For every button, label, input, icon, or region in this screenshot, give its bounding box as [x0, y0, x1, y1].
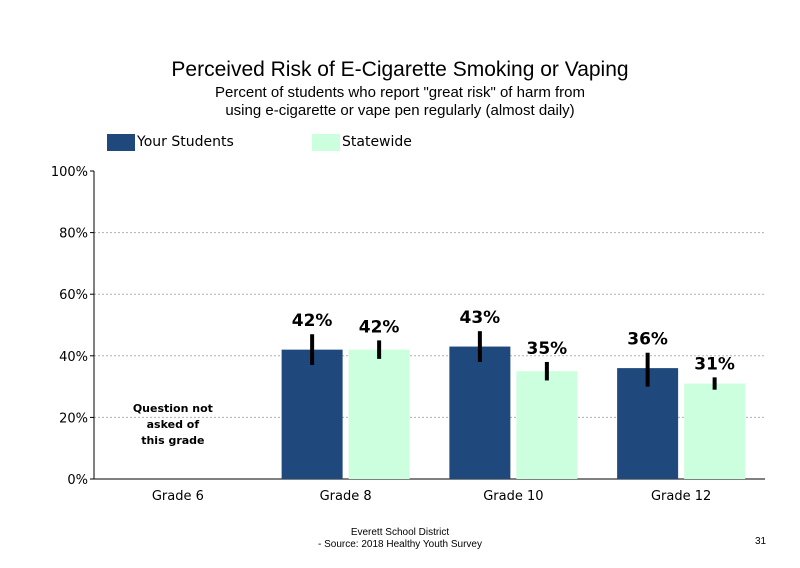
y-tick-label: 60% — [59, 288, 88, 303]
bar-your-students-grade-10 — [449, 346, 511, 479]
y-tick-label: 0% — [67, 473, 88, 488]
footer-source: - Source: 2018 Healthy Youth Survey — [318, 539, 482, 550]
legend-swatch-statewide — [312, 134, 340, 151]
chart-title: Perceived Risk of E-Cigarette Smoking or… — [171, 58, 629, 81]
data-label-statewide-grade-8: 42% — [359, 317, 400, 337]
y-tick-label: 80% — [59, 227, 88, 242]
x-tick-label-grade-10: Grade 10 — [483, 489, 543, 504]
data-label-your-students-grade-12: 36% — [627, 330, 668, 350]
bar-your-students-grade-8 — [281, 349, 343, 479]
legend-label-your-students: Your Students — [137, 134, 234, 150]
bar-statewide-grade-8 — [348, 349, 410, 479]
annotation-not-asked-line-1: Question not — [133, 402, 213, 415]
chart-subtitle-line-2: using e-cigarette or vape pen regularly … — [225, 102, 575, 119]
bar-statewide-grade-12 — [684, 383, 746, 479]
x-tick-label-grade-12: Grade 12 — [651, 489, 711, 504]
data-label-statewide-grade-10: 35% — [527, 339, 568, 359]
annotation-not-asked-line-2: asked of — [147, 418, 200, 431]
data-label-statewide-grade-12: 31% — [694, 354, 735, 374]
legend-label-statewide: Statewide — [342, 134, 412, 150]
legend-swatch-your-students — [107, 134, 135, 151]
chart-subtitle-line-1: Percent of students who report "great ri… — [215, 84, 585, 101]
y-tick-label: 40% — [59, 350, 88, 365]
y-tick-label: 20% — [59, 411, 88, 426]
bar-statewide-grade-10 — [516, 371, 578, 479]
y-tick-label: 100% — [51, 165, 88, 180]
x-tick-label-grade-8: Grade 8 — [320, 489, 372, 504]
x-tick-label-grade-6: Grade 6 — [152, 489, 204, 504]
footer-district: Everett School District — [350, 527, 450, 538]
data-label-your-students-grade-10: 43% — [460, 308, 501, 328]
annotation-not-asked-line-3: this grade — [141, 434, 204, 447]
data-label-your-students-grade-8: 42% — [292, 311, 333, 331]
page-number: 31 — [755, 536, 767, 547]
